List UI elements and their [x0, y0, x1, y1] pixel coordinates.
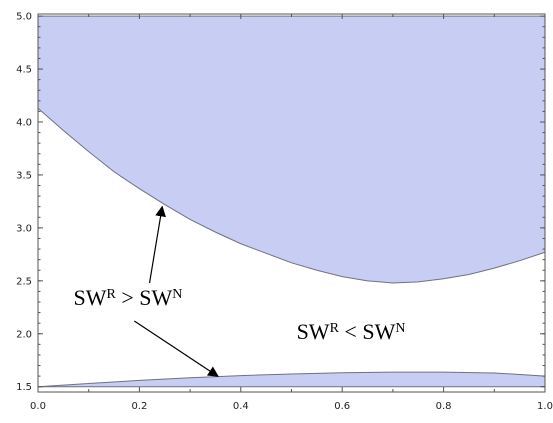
y-tick-label: 4.5 [16, 65, 32, 76]
regions-layer [37, 15, 546, 388]
y-tick-label: 2.5 [16, 276, 32, 287]
arrows-layer [133, 205, 219, 377]
upper-region [37, 15, 546, 284]
x-tick-label: 0.0 [30, 401, 46, 412]
lower-region [37, 371, 546, 388]
x-tick-label: 1.0 [537, 401, 553, 412]
annotation-sw-greater: SWR > SWN [73, 285, 182, 310]
x-tick-label: 0.4 [233, 401, 249, 412]
y-tick-label: 4.0 [16, 118, 32, 129]
x-tick-label: 0.8 [436, 401, 452, 412]
x-tick-label: 0.6 [334, 401, 350, 412]
ticks-layer: 0.0 0.2 0.4 0.6 0.8 1.0 1.5 2.0 2.5 3.0 3.5 4.0 4.5 5… [16, 12, 553, 412]
y-tick-label: 3.0 [16, 223, 32, 234]
annotation-arrow [133, 320, 219, 377]
annotation-arrow [148, 205, 166, 284]
y-tick-label: 2.0 [16, 329, 32, 340]
y-tick-label: 3.5 [16, 170, 32, 181]
y-tick-label: 5.0 [16, 12, 32, 23]
annotation-sw-less: SWR < SWN [297, 319, 406, 344]
y-tick-label: 1.5 [16, 382, 32, 393]
x-tick-label: 0.2 [131, 401, 147, 412]
